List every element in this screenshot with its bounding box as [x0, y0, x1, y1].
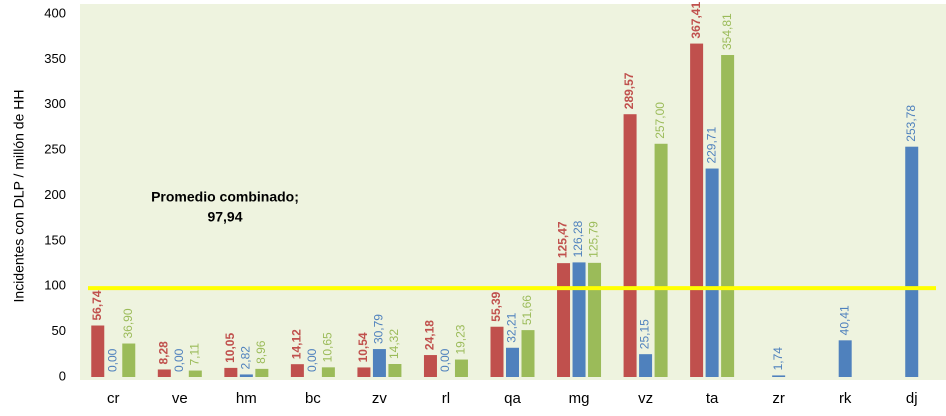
- plot-area: [80, 4, 946, 380]
- value-label: 354,81: [720, 13, 734, 50]
- value-label: 7,11: [187, 343, 201, 366]
- value-label: 253,78: [904, 105, 918, 142]
- bar: [290, 364, 304, 377]
- bar: [905, 146, 919, 377]
- value-label: 2,82: [239, 346, 253, 370]
- bar: [506, 347, 519, 377]
- bar: [188, 370, 202, 377]
- y-tick-label: 200: [44, 187, 66, 202]
- y-tick-label: 250: [44, 142, 66, 157]
- y-tick-label: 100: [44, 278, 66, 293]
- x-tick-label: mg: [569, 390, 590, 407]
- x-tick-label: ta: [706, 390, 719, 407]
- annotation: Promedio combinado;: [151, 189, 299, 205]
- bar: [454, 359, 468, 377]
- value-label: 1,74: [771, 347, 785, 371]
- bar: [122, 343, 136, 377]
- value-label: 32,21: [505, 312, 519, 342]
- value-label: 40,41: [837, 305, 851, 335]
- bar: [721, 55, 735, 378]
- value-label: 14,12: [290, 329, 304, 359]
- value-label: 25,15: [638, 319, 652, 349]
- bar: [423, 355, 437, 377]
- value-label: 51,66: [520, 295, 534, 325]
- bar: [239, 374, 253, 377]
- value-label: 10,05: [223, 333, 237, 363]
- x-tick-label: rk: [839, 390, 852, 407]
- value-label: 10,65: [321, 332, 335, 362]
- bar: [623, 114, 637, 378]
- value-label: 0,00: [172, 348, 186, 372]
- y-tick-label: 400: [44, 5, 66, 20]
- x-tick-label: vz: [638, 390, 653, 407]
- annotation: 97,94: [207, 209, 242, 225]
- x-tick-label: zr: [772, 390, 785, 407]
- y-tick-label: 0: [59, 368, 66, 383]
- value-label: 14,32: [387, 329, 401, 359]
- y-axis-label: Incidentes con DLP / millón de HH: [11, 90, 27, 303]
- value-label: 10,54: [356, 332, 370, 362]
- value-label: 19,23: [454, 324, 468, 354]
- x-tick-label: ve: [172, 390, 188, 407]
- value-label: 125,47: [556, 221, 570, 258]
- value-label: 229,71: [704, 127, 718, 164]
- value-label: 0,00: [105, 348, 119, 372]
- y-tick-label: 150: [44, 232, 66, 247]
- bar: [521, 330, 535, 377]
- value-label: 367,41: [689, 2, 703, 39]
- value-label: 257,00: [653, 102, 667, 139]
- bar: [372, 349, 386, 377]
- y-tick-label: 300: [44, 96, 66, 111]
- bar: [588, 262, 602, 377]
- value-label: 55,39: [489, 291, 503, 321]
- x-tick-label: zv: [372, 390, 388, 407]
- x-tick-label: hm: [236, 390, 257, 407]
- value-label: 126,28: [571, 220, 585, 257]
- bar: [772, 375, 786, 377]
- x-tick-label: bc: [305, 390, 321, 407]
- bar: [690, 43, 704, 377]
- bar: [639, 354, 653, 377]
- value-label: 8,28: [156, 341, 170, 365]
- value-label: 36,90: [121, 308, 135, 338]
- value-label: 0,00: [305, 348, 319, 372]
- bar: [654, 143, 668, 377]
- value-label: 0,00: [438, 348, 452, 372]
- x-tick-label: qa: [504, 390, 521, 407]
- bar: [157, 369, 171, 377]
- value-label: 8,96: [254, 340, 268, 364]
- bar: [91, 325, 105, 377]
- x-tick-label: dj: [906, 390, 918, 407]
- y-tick-label: 350: [44, 51, 66, 66]
- bar: [255, 368, 269, 377]
- value-label: 125,79: [587, 221, 601, 258]
- bar: [838, 340, 852, 377]
- value-label: 24,18: [423, 320, 437, 350]
- value-label: 30,79: [372, 314, 386, 344]
- bar: [357, 367, 371, 377]
- y-tick-label: 50: [52, 323, 66, 338]
- bar: [224, 367, 238, 377]
- bar: [321, 367, 335, 377]
- bar: [572, 262, 586, 377]
- bar: [557, 263, 571, 377]
- bar: [490, 326, 504, 377]
- value-label: 56,74: [90, 290, 104, 320]
- bar: [705, 168, 719, 377]
- x-tick-label: rl: [442, 390, 450, 407]
- bar: [388, 364, 402, 377]
- x-tick-label: cr: [107, 390, 120, 407]
- value-label: 289,57: [622, 72, 636, 109]
